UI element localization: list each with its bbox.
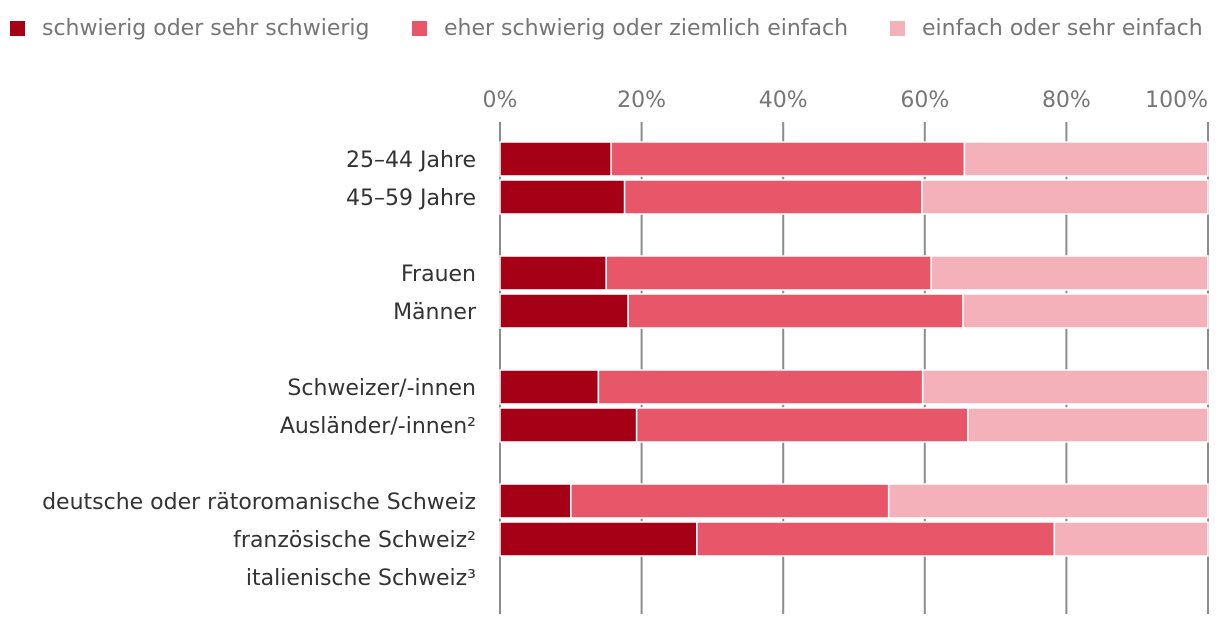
bar-segment	[623, 179, 923, 215]
y-axis: 25–44 Jahre 45–59 Jahre Frauen Männer Schwei…	[42, 148, 477, 591]
x-tick-label: 60%	[900, 88, 949, 113]
bar-segment	[499, 293, 629, 329]
bar-segment	[1053, 521, 1209, 557]
bars	[499, 141, 1209, 557]
x-tick-label: 100%	[1145, 88, 1208, 113]
y-tick-label: Ausländer/-innen²	[280, 414, 476, 439]
legend-item-hard: schwierig oder sehr schwierig	[10, 10, 370, 46]
legend-swatch	[10, 20, 25, 36]
x-tick-label: 20%	[617, 88, 666, 113]
x-tick-label: 40%	[759, 88, 808, 113]
bar-segment	[499, 483, 572, 519]
legend-label: einfach oder sehr einfach	[922, 15, 1203, 41]
legend-swatch	[890, 20, 905, 36]
legend-item-easy: einfach oder sehr einfach	[890, 10, 1203, 46]
legend-swatch	[412, 20, 427, 36]
legend-label: schwierig oder sehr schwierig	[42, 15, 370, 41]
y-tick-label: Schweizer/-innen	[287, 376, 476, 401]
bar-segment	[499, 255, 607, 291]
y-tick-label: italienische Schweiz³	[246, 566, 476, 591]
y-tick-label: deutsche oder rätoromanische Schweiz	[42, 490, 476, 515]
y-tick-label: Männer	[393, 300, 477, 325]
bar-segment	[605, 255, 932, 291]
bar-segment	[921, 369, 1209, 405]
bar-segment	[930, 255, 1209, 291]
y-tick-label: Frauen	[401, 262, 476, 287]
bar-segment	[967, 407, 1209, 443]
bar-segment	[696, 521, 1056, 557]
y-tick-label: französische Schweiz²	[233, 528, 476, 553]
bar-segment	[921, 179, 1209, 215]
x-tick-label: 0%	[483, 88, 518, 113]
bar-segment	[499, 141, 612, 177]
bar-segment	[570, 483, 890, 519]
bar-segment	[635, 407, 969, 443]
bar-segment	[499, 369, 600, 405]
x-tick-label: 80%	[1042, 88, 1091, 113]
bar-segment	[963, 141, 1209, 177]
x-axis: 0% 20% 40% 60% 80% 100%	[483, 88, 1208, 113]
bar-segment	[962, 293, 1209, 329]
bar-segment	[627, 293, 964, 329]
bar-segment	[597, 369, 924, 405]
legend: schwierig oder sehr schwierig eher schwi…	[10, 10, 1210, 46]
legend-item-medium: eher schwierig oder ziemlich einfach	[412, 10, 848, 46]
bar-segment	[499, 407, 638, 443]
bar-segment	[499, 179, 626, 215]
bar-segment	[887, 483, 1209, 519]
y-tick-label: 25–44 Jahre	[346, 148, 476, 173]
legend-label: eher schwierig oder ziemlich einfach	[444, 15, 849, 41]
bar-segment	[499, 521, 698, 557]
bar-segment	[610, 141, 966, 177]
y-tick-label: 45–59 Jahre	[346, 186, 476, 211]
